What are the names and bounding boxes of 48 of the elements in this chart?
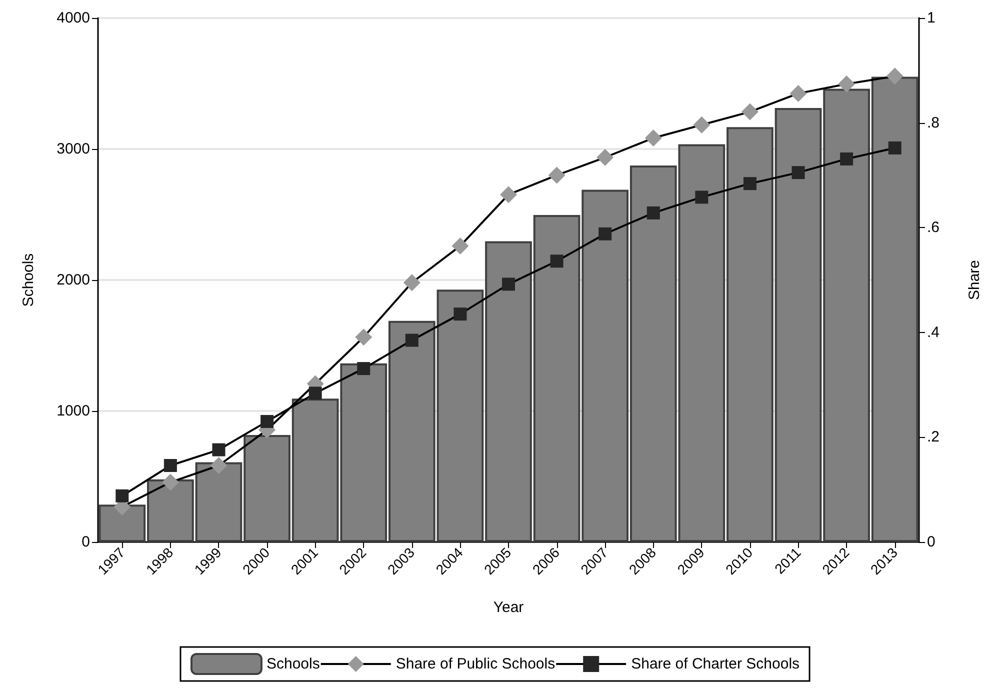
point <box>308 386 322 400</box>
point <box>886 68 904 85</box>
y2-tick-label: .6 <box>927 219 940 236</box>
point <box>454 308 467 321</box>
legend-label: Share of Public Schools <box>396 656 556 672</box>
point <box>502 278 515 291</box>
point <box>164 458 177 472</box>
y2-axis-title: Share <box>966 260 983 300</box>
point <box>790 84 807 102</box>
point <box>695 190 708 204</box>
point <box>693 116 710 134</box>
point <box>116 489 129 502</box>
point <box>210 456 228 474</box>
y2-tick-label: 1 <box>927 10 936 26</box>
y-tick-label: 0 <box>82 534 90 550</box>
point <box>355 328 372 346</box>
point <box>405 334 418 347</box>
point <box>550 254 564 268</box>
point <box>162 474 179 491</box>
point <box>212 443 226 456</box>
point <box>260 414 274 428</box>
point <box>452 237 469 254</box>
y2-tick-label: .2 <box>927 428 940 446</box>
point <box>741 103 758 120</box>
point <box>644 129 662 146</box>
point <box>500 186 517 204</box>
point <box>743 177 756 190</box>
point <box>840 152 854 166</box>
point <box>598 227 612 240</box>
y-axis-title: Schools <box>20 253 37 307</box>
point <box>646 206 660 220</box>
point <box>596 148 614 166</box>
y-tick-label: 3000 <box>56 140 90 158</box>
point <box>357 362 370 376</box>
legend-label: Share of Charter Schools <box>631 656 800 672</box>
y2-tick-label: 0 <box>927 534 936 550</box>
legend-label: Schools <box>266 656 320 672</box>
y-tick-label: 4000 <box>56 10 90 26</box>
point <box>403 274 420 292</box>
y2-tick-label: .4 <box>927 324 940 341</box>
point <box>792 166 805 180</box>
y-tick-label: 2000 <box>56 272 90 288</box>
y-tick-label: 1000 <box>56 402 90 420</box>
x-axis-title: Year <box>493 599 524 616</box>
point <box>888 141 902 154</box>
point <box>548 166 566 184</box>
point <box>838 76 856 93</box>
y2-tick-label: .8 <box>927 114 940 132</box>
